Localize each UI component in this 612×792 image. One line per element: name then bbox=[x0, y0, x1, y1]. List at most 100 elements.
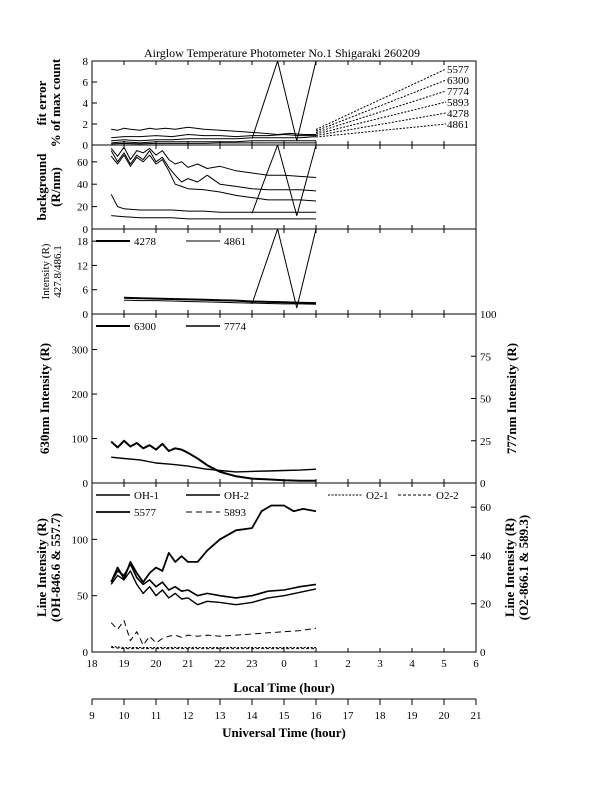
legend-connector-5577 bbox=[315, 68, 447, 130]
x-label-local: Local Time (hour) bbox=[233, 680, 334, 695]
y-label-line-intensity: Line Intensity (R) bbox=[34, 518, 49, 617]
x-tick-label-ut: 9 bbox=[89, 710, 95, 722]
y-tick-right-label-intensity-630: 25 bbox=[480, 436, 492, 448]
y-tick-label-line-intensity: 100 bbox=[72, 534, 89, 546]
x-tick-label-local: 22 bbox=[215, 658, 226, 670]
series-line-fit-error-mid2 bbox=[111, 136, 317, 142]
y-label-intensity-427: Intensity (R) bbox=[40, 243, 52, 299]
chart-title: Airglow Temperature Photometer No.1 Shig… bbox=[144, 46, 420, 60]
x-tick-label-local: 5 bbox=[441, 658, 447, 670]
series-line-background-b2 bbox=[110, 150, 317, 192]
series-line-fit-error-low1 bbox=[111, 140, 316, 144]
series-line-background-b3 bbox=[110, 154, 317, 202]
series-line-intensity-427-4861 bbox=[123, 299, 317, 305]
series-line-fit-error-spike bbox=[251, 61, 317, 142]
x-tick-label-local: 23 bbox=[247, 658, 259, 670]
y-tick-label-fit-error: 2 bbox=[83, 119, 89, 131]
y-tick-right-label-intensity-630: 50 bbox=[480, 394, 492, 406]
legend-label-O2-1: O2-1 bbox=[366, 490, 389, 502]
series-line-intensity-630-7774 bbox=[111, 456, 317, 473]
legend-label-7774: 7774 bbox=[447, 86, 470, 98]
series-line-line-intensity-5893 bbox=[110, 620, 317, 646]
panel-frame-fit-error bbox=[91, 60, 477, 146]
y-tick-right-label-line-intensity: 0 bbox=[480, 647, 486, 659]
y-tick-label-intensity-427: 0 bbox=[83, 309, 89, 321]
x-tick-label-local: 0 bbox=[281, 658, 287, 670]
series-line-line-intensity-O2-2 bbox=[111, 647, 316, 650]
x-label-ut: Universal Time (hour) bbox=[222, 725, 346, 740]
legend-label-7774: 7774 bbox=[224, 321, 247, 333]
panel-background: 0 20 40 60 background (R/nm) bbox=[34, 144, 477, 236]
series-line-background-spike bbox=[251, 145, 317, 217]
series-line-background-b1 bbox=[110, 146, 317, 178]
x-tick-label-local: 19 bbox=[119, 658, 131, 670]
y-tick-label-intensity-630: 300 bbox=[72, 345, 89, 357]
y-label2-background: (R/nm) bbox=[48, 167, 63, 207]
legend-label-OH-1: OH-1 bbox=[134, 490, 159, 502]
panel-fit-error: 0 2 4 6 8 fit error% of max count bbox=[34, 56, 477, 152]
legend-label-4861: 4861 bbox=[447, 119, 469, 131]
x-tick-label-local: 1 bbox=[313, 658, 319, 670]
series-line-intensity-427-4278 bbox=[123, 296, 317, 305]
y-label-right2-line-intensity: (O2-866.1 & 589.3) bbox=[516, 515, 531, 620]
x-tick-label-ut: 13 bbox=[215, 710, 227, 722]
legend-label-6300: 6300 bbox=[134, 321, 157, 333]
legend-connector-6300 bbox=[315, 79, 447, 132]
y-tick-right-label-line-intensity: 40 bbox=[480, 550, 492, 562]
y-label-right-line-intensity: Line Intensity (R) bbox=[502, 518, 517, 617]
x-tick-label-local: 21 bbox=[183, 658, 194, 670]
series-line-intensity-630-6300 bbox=[110, 439, 316, 482]
legend-label-5893: 5893 bbox=[224, 507, 247, 519]
series-line-line-intensity-OH-1 bbox=[110, 563, 317, 599]
y-tick-label-background: 40 bbox=[77, 179, 89, 191]
x-tick-label-ut: 20 bbox=[439, 710, 451, 722]
x-tick-label-local: 6 bbox=[473, 658, 479, 670]
panel-frame-background bbox=[91, 144, 477, 230]
legend-label-6300: 6300 bbox=[447, 75, 470, 87]
y-tick-label-intensity-427: 6 bbox=[83, 285, 89, 297]
panel-intensity-630: 0 100 200 300 0 25 50 75 100 630nm Intensity (R) 7… bbox=[37, 309, 519, 490]
series-line-background-b4 bbox=[110, 194, 316, 213]
y-label-background: background bbox=[34, 153, 49, 221]
y-tick-label-line-intensity: 0 bbox=[83, 647, 89, 659]
legend-connector-4278 bbox=[315, 112, 447, 136]
y-tick-right-label-intensity-630: 100 bbox=[480, 309, 497, 321]
y-label-right-intensity-630: 777nm Intensity (R) bbox=[504, 343, 519, 454]
x-tick-label-ut: 21 bbox=[471, 710, 482, 722]
y-tick-label-intensity-427: 12 bbox=[77, 260, 88, 272]
legend-line-intensity: OH-1 OH-2 O2-1 O2-2 5577 5893 bbox=[96, 490, 459, 519]
series-line-line-intensity-5577 bbox=[110, 504, 317, 583]
series-line-intensity-427-spike bbox=[251, 229, 317, 309]
legend-label-5577: 5577 bbox=[134, 507, 157, 519]
series-line-fit-error-mid1 bbox=[111, 134, 316, 139]
x-tick-label-ut: 14 bbox=[247, 710, 259, 722]
series-group-intensity-427 bbox=[123, 229, 317, 309]
panel-intensity-427: 0 6 12 18 Intensity (R) 427.8/486.1 bbox=[40, 228, 477, 321]
y-label-intensity-630: 630nm Intensity (R) bbox=[37, 343, 52, 454]
x-tick-label-ut: 19 bbox=[407, 710, 419, 722]
series-group-fit-error bbox=[111, 61, 317, 145]
legend-label-4278: 4278 bbox=[134, 236, 157, 248]
x-tick-label-ut: 11 bbox=[151, 710, 162, 722]
x-tick-label-local: 2 bbox=[345, 658, 351, 670]
legend-label-O2-2: O2-2 bbox=[436, 490, 459, 502]
y-label2-fit-error: % of max count bbox=[48, 58, 63, 147]
y-tick-label-fit-error: 4 bbox=[83, 98, 89, 110]
y-tick-label-intensity-427: 18 bbox=[77, 236, 89, 248]
y-tick-label-background: 60 bbox=[77, 157, 89, 169]
x-tick-label-ut: 10 bbox=[119, 710, 131, 722]
y-tick-label-background: 0 bbox=[83, 224, 89, 236]
y-tick-right-label-intensity-630: 75 bbox=[480, 351, 492, 363]
y-label2-line-intensity: (OH-846.6 & 557.7) bbox=[48, 513, 63, 622]
y-tick-label-fit-error: 8 bbox=[83, 56, 89, 68]
x-tick-label-local: 18 bbox=[87, 658, 99, 670]
legend-connector-5893 bbox=[315, 101, 447, 135]
y-tick-right-label-line-intensity: 60 bbox=[480, 502, 492, 514]
legend-label-OH-2: OH-2 bbox=[224, 490, 249, 502]
series-line-background-b5 bbox=[111, 215, 316, 220]
legend-label-4278: 4278 bbox=[447, 108, 470, 120]
